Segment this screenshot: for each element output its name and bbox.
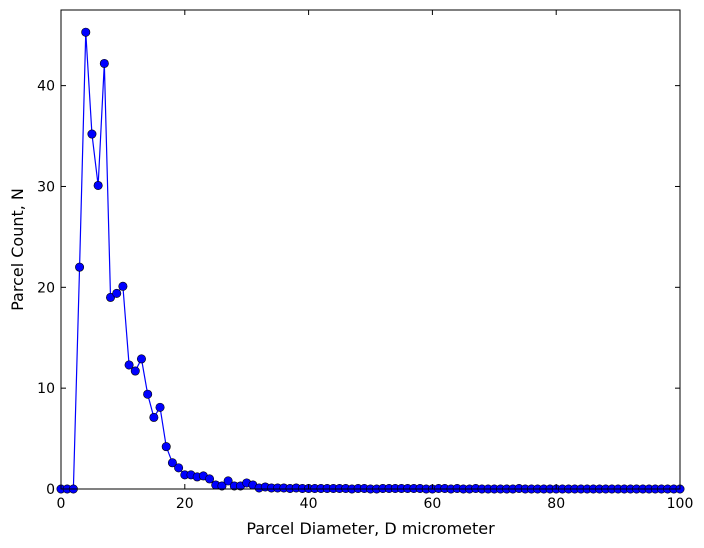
data-point [124,360,134,370]
y-tick-label: 20 [37,280,55,296]
x-tick-label: 40 [300,496,318,512]
plot-frame [60,9,681,490]
data-point [205,474,215,484]
x-tick-label: 80 [547,496,565,512]
data-point [143,389,153,399]
y-tick-label: 30 [37,179,55,195]
tick-layer: 0 20 40 60 80 100 0 10 20 30 40 [37,10,693,512]
data-point [87,129,97,139]
x-tick-label: 0 [57,496,66,512]
data-point [217,481,227,491]
data-point [130,366,140,376]
data-point [155,402,165,412]
data-point [93,180,103,190]
y-tick-label: 10 [37,381,55,397]
x-axis-label: Parcel Diameter, D micrometer [246,519,495,538]
data-point [167,458,177,468]
data-point [174,463,184,473]
plot-background [61,10,680,489]
data-point [112,288,122,298]
data-point [161,442,171,452]
y-tick-label: 40 [37,79,55,95]
data-point [118,281,128,291]
data-point [149,412,159,422]
y-tick-label: 0 [46,482,55,498]
data-point [81,27,91,37]
y-axis-label: Parcel Count, N [8,188,27,311]
x-tick-label: 20 [176,496,194,512]
data-point [99,58,109,68]
data-point [75,262,85,272]
x-tick-label: 60 [423,496,441,512]
x-tick-label: 100 [667,496,694,512]
data-point [223,476,233,486]
data-point [136,354,146,364]
